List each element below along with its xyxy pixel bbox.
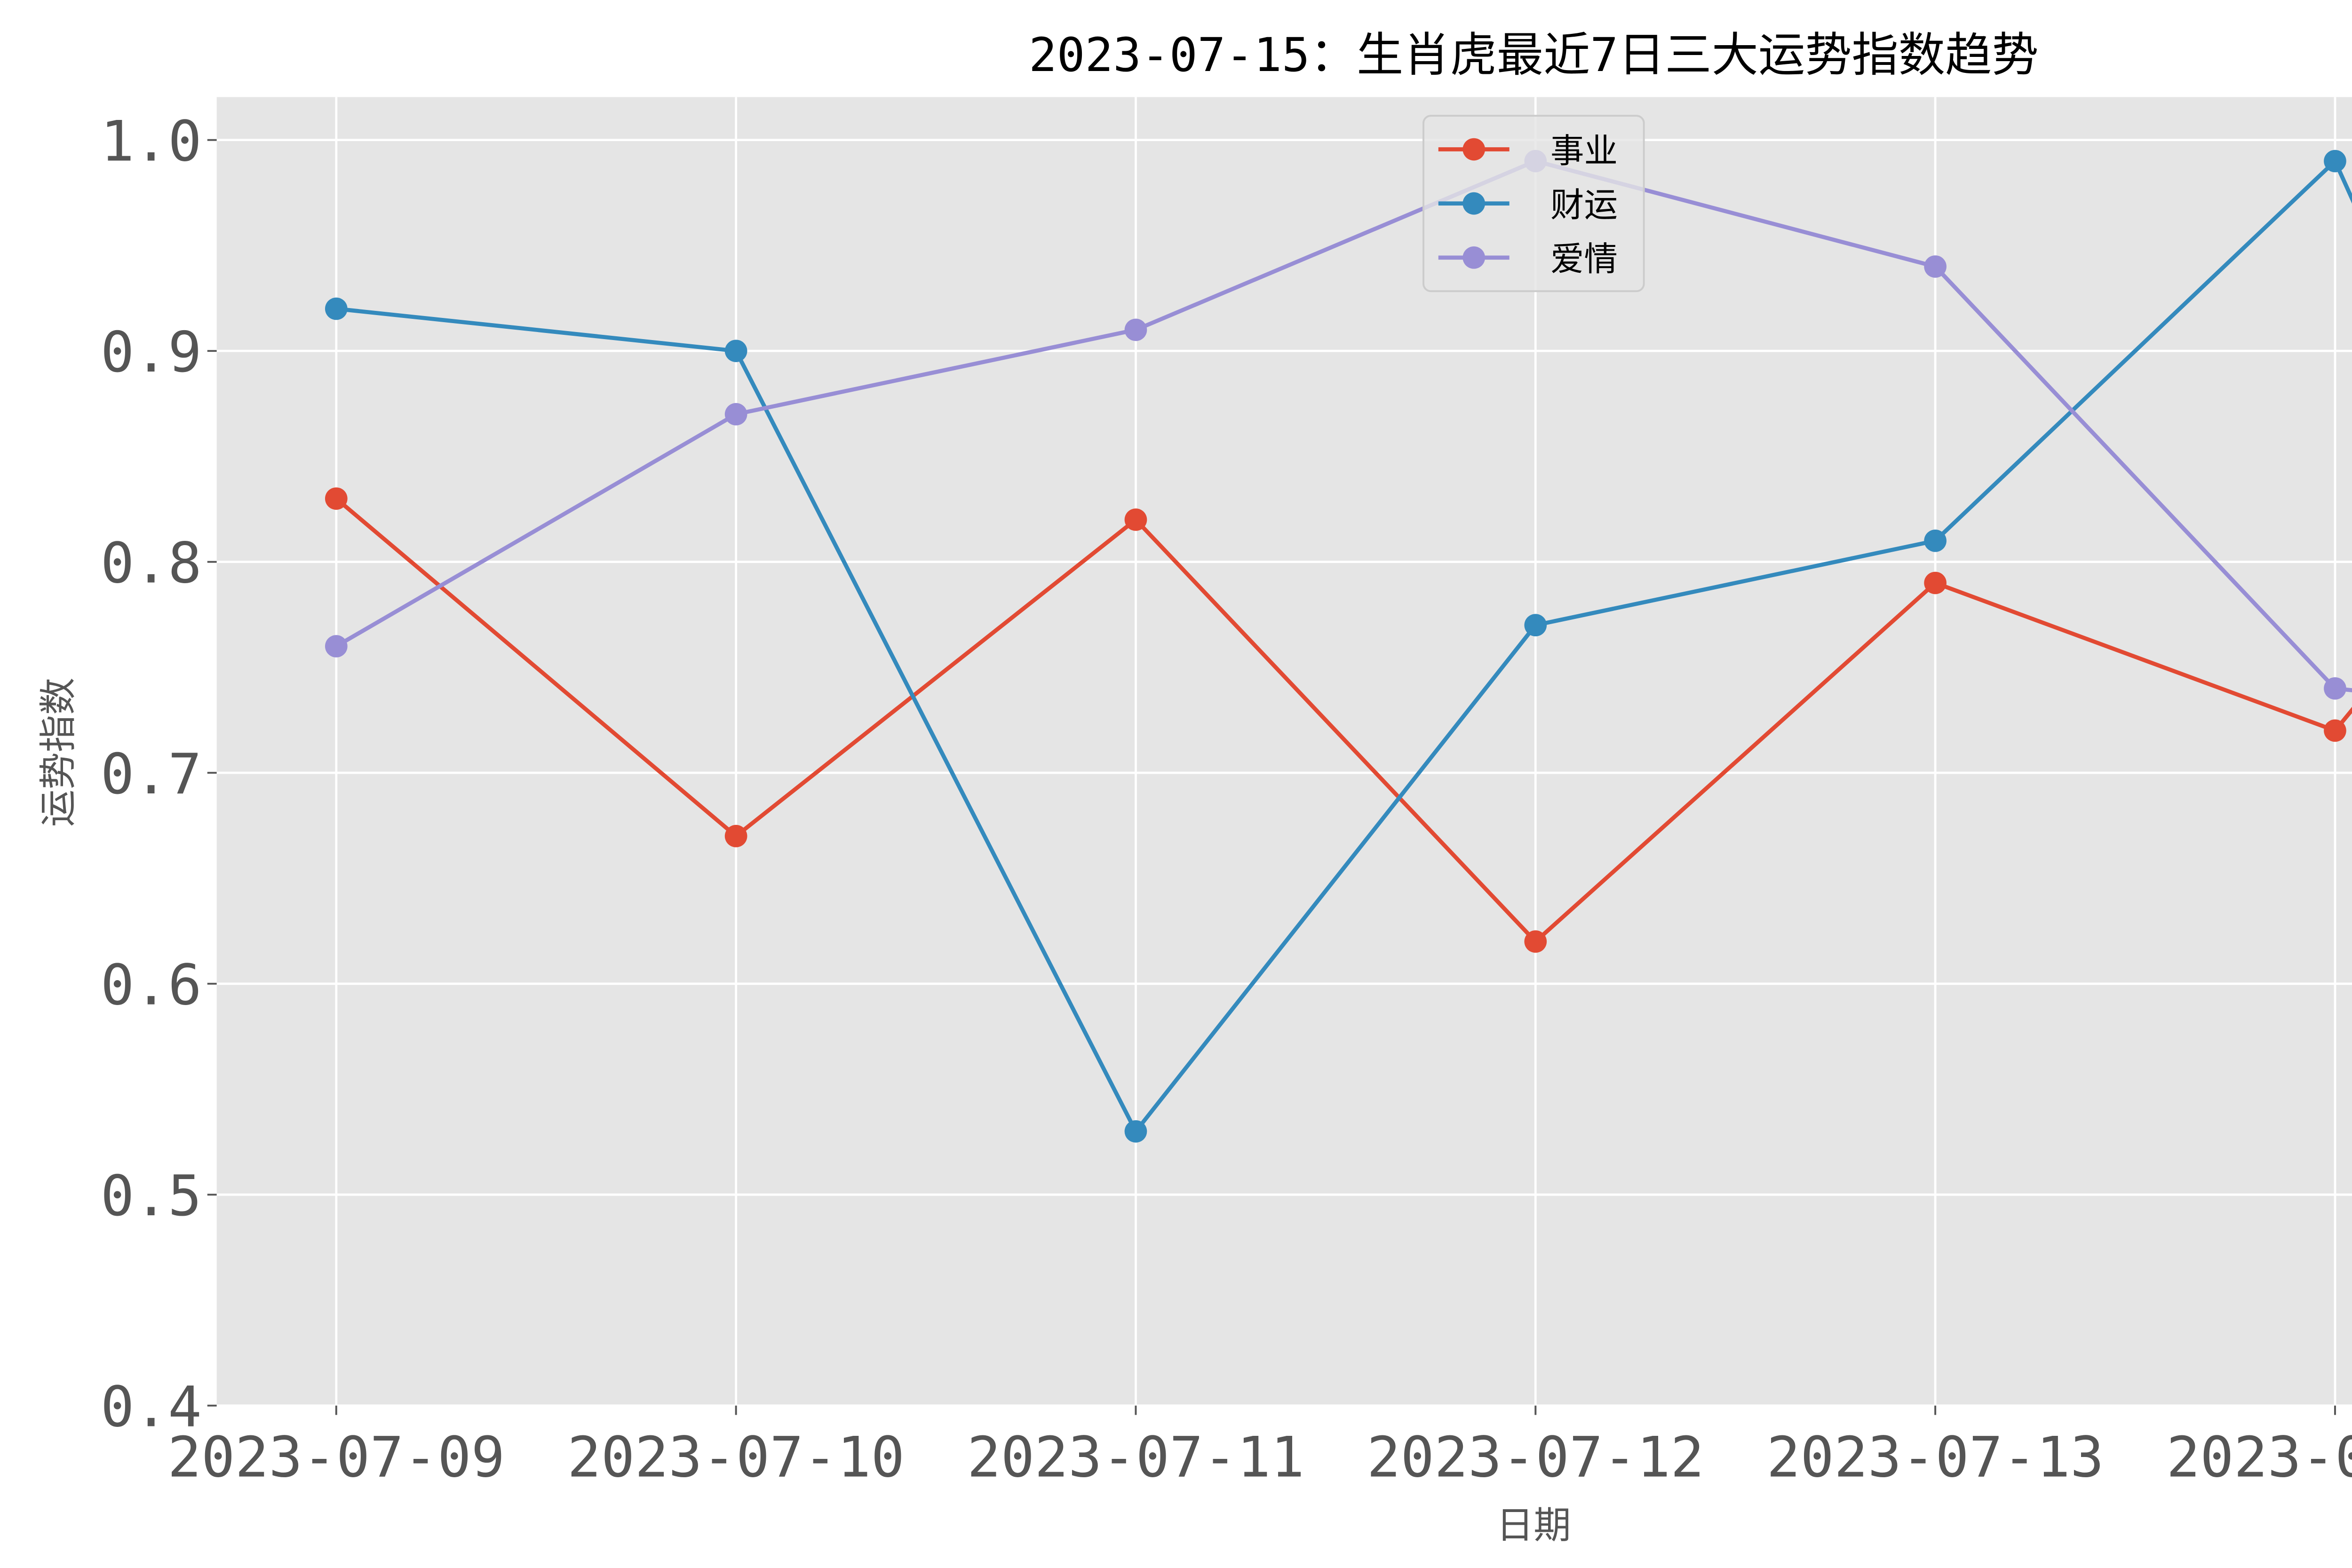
data-point <box>1924 571 1947 594</box>
y-tick-label: 0.8 <box>101 531 202 596</box>
plot-area <box>216 97 2352 1406</box>
x-tick-label: 2023-07-10 <box>567 1425 905 1490</box>
series-1 <box>325 487 2352 953</box>
data-point <box>724 403 747 426</box>
y-tick-label: 0.5 <box>101 1164 202 1229</box>
legend-item: 事业 <box>1438 131 1618 170</box>
data-point <box>724 340 747 362</box>
data-point <box>1124 508 1147 531</box>
data-point <box>325 635 348 657</box>
legend-marker-icon <box>1462 246 1486 269</box>
data-point <box>1524 614 1547 637</box>
x-tick-label: 2023-07-12 <box>1367 1425 1704 1490</box>
x-axis-label: 日期 <box>1496 1504 1571 1547</box>
data-point <box>325 487 348 510</box>
legend-label: 财运 <box>1550 185 1618 224</box>
data-point <box>2324 677 2346 700</box>
legend-item: 财运 <box>1438 185 1618 224</box>
x-tick-label: 2023-07-13 <box>1767 1425 2104 1490</box>
y-tick-label: 1.0 <box>101 109 202 174</box>
data-point <box>1524 930 1547 953</box>
legend-item: 爱情 <box>1438 240 1618 279</box>
legend-marker-icon <box>1462 138 1486 161</box>
y-axis-label: 运势指数 <box>36 678 80 827</box>
series-2 <box>325 150 2352 1143</box>
x-axis: 2023-07-09 2023-07-10 2023-07-11 2023-07-12… <box>167 1405 2352 1490</box>
data-point <box>724 824 747 847</box>
legend-label: 事业 <box>1550 131 1618 170</box>
data-point <box>2324 150 2346 173</box>
data-point <box>1924 530 1947 552</box>
legend-label: 爱情 <box>1550 240 1618 279</box>
data-point <box>1124 1120 1147 1143</box>
x-tick-label: 2023-07-09 <box>167 1425 505 1490</box>
data-point <box>1124 318 1147 341</box>
x-tick-label: 2023-07-11 <box>967 1425 1304 1490</box>
y-tick-label: 0.9 <box>101 320 202 385</box>
y-tick-label: 0.7 <box>101 742 202 807</box>
y-axis: 0.4 0.5 0.6 0.7 0.8 0.9 1.0 <box>101 109 217 1440</box>
legend-marker-icon <box>1462 192 1486 215</box>
y-tick-label: 0.6 <box>101 952 202 1018</box>
y-tick-label: 0.4 <box>101 1374 202 1440</box>
chart-title: 2023-07-15：生肖虎最近7日三大运势指数趋势 <box>1029 28 2039 82</box>
data-point <box>2324 719 2346 742</box>
data-point <box>325 297 348 320</box>
x-tick-label: 2023-07-14 <box>2166 1425 2352 1490</box>
data-point <box>1924 255 1947 278</box>
